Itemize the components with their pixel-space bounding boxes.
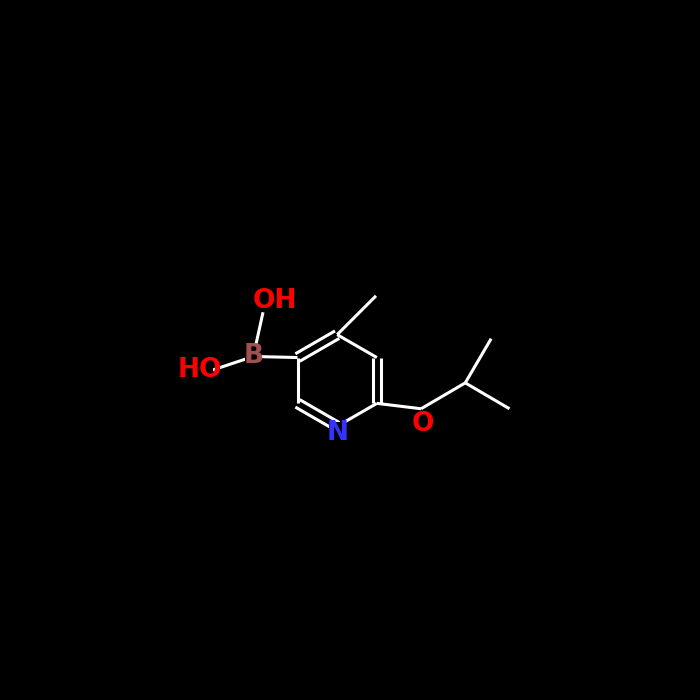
Text: O: O <box>412 411 434 437</box>
FancyBboxPatch shape <box>245 346 261 367</box>
Text: HO: HO <box>177 357 222 383</box>
Text: N: N <box>326 420 348 446</box>
FancyBboxPatch shape <box>261 291 288 312</box>
FancyBboxPatch shape <box>186 360 213 380</box>
FancyBboxPatch shape <box>414 414 430 434</box>
FancyBboxPatch shape <box>329 423 345 443</box>
Text: OH: OH <box>253 288 297 314</box>
Text: B: B <box>244 344 263 370</box>
